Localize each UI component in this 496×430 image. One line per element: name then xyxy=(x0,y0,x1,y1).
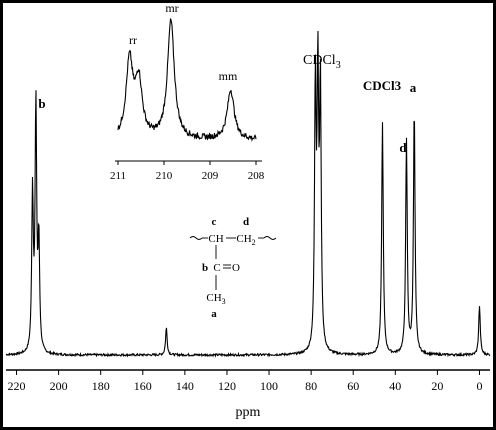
ch3-main: CH xyxy=(206,292,221,304)
inset-tick-label: 208 xyxy=(248,170,265,182)
ch3-sub: 3 xyxy=(222,297,226,306)
cdcl3-sub: 3 xyxy=(336,60,341,71)
peak-label-b: b xyxy=(38,96,45,111)
structure-label-d: d xyxy=(243,216,249,228)
inset-chart: 211 210 209 208 rr mr mm xyxy=(110,1,265,182)
main-tick-label: 60 xyxy=(347,379,359,393)
inset-tick-label: 209 xyxy=(202,170,219,182)
peak-label-d: d xyxy=(399,140,407,155)
main-tick-label: 20 xyxy=(431,379,443,393)
main-tick-label: 120 xyxy=(218,379,236,393)
wavy-bond-right xyxy=(263,236,277,240)
inset-label-rr: rr xyxy=(129,33,137,47)
inset-tick-label: 210 xyxy=(156,170,173,182)
peak-label-cdcl3: CDCl3 xyxy=(303,53,341,71)
peak-label-a: a xyxy=(410,80,417,95)
structure-label-c: c xyxy=(212,216,217,228)
peak-label-c: CDCl3 xyxy=(363,78,402,93)
structure-co: C xyxy=(213,262,220,274)
main-tick-label: 220 xyxy=(8,379,26,393)
main-tick-label: 180 xyxy=(92,379,110,393)
structure-label-a: a xyxy=(211,308,217,320)
main-tick-label: 0 xyxy=(476,379,482,393)
inset-spectrum-line xyxy=(117,18,257,143)
inset-label-mr: mr xyxy=(165,1,178,15)
structure-ch2: CH2 xyxy=(236,233,255,247)
main-x-ticks: 220 200 180 160 140 120 100 80 60 40 20 0 xyxy=(8,370,482,393)
main-tick-label: 160 xyxy=(134,379,152,393)
ch2-main: CH xyxy=(236,233,251,245)
cdcl3-main: CDCl xyxy=(303,53,336,68)
structure-o: O xyxy=(232,262,240,274)
ch2-sub: 2 xyxy=(252,238,256,247)
main-tick-label: 140 xyxy=(176,379,194,393)
repeat-unit-structure: c d CH CH2 b C O CH3 a xyxy=(189,216,277,320)
main-tick-label: 200 xyxy=(50,379,68,393)
main-tick-label: 40 xyxy=(389,379,401,393)
wavy-bond-left xyxy=(189,236,203,240)
main-tick-label: 100 xyxy=(260,379,278,393)
main-spectrum-line xyxy=(5,30,491,358)
structure-ch: CH xyxy=(208,233,223,245)
main-tick-label: 80 xyxy=(305,379,317,393)
inset-tick-label: 211 xyxy=(110,170,126,182)
x-axis-label: ppm xyxy=(236,405,261,420)
inset-x-ticks: 211 210 209 208 xyxy=(110,161,265,182)
structure-ch3: CH3 xyxy=(206,292,225,306)
inset-label-mm: mm xyxy=(219,69,238,83)
structure-label-b: b xyxy=(202,262,208,274)
